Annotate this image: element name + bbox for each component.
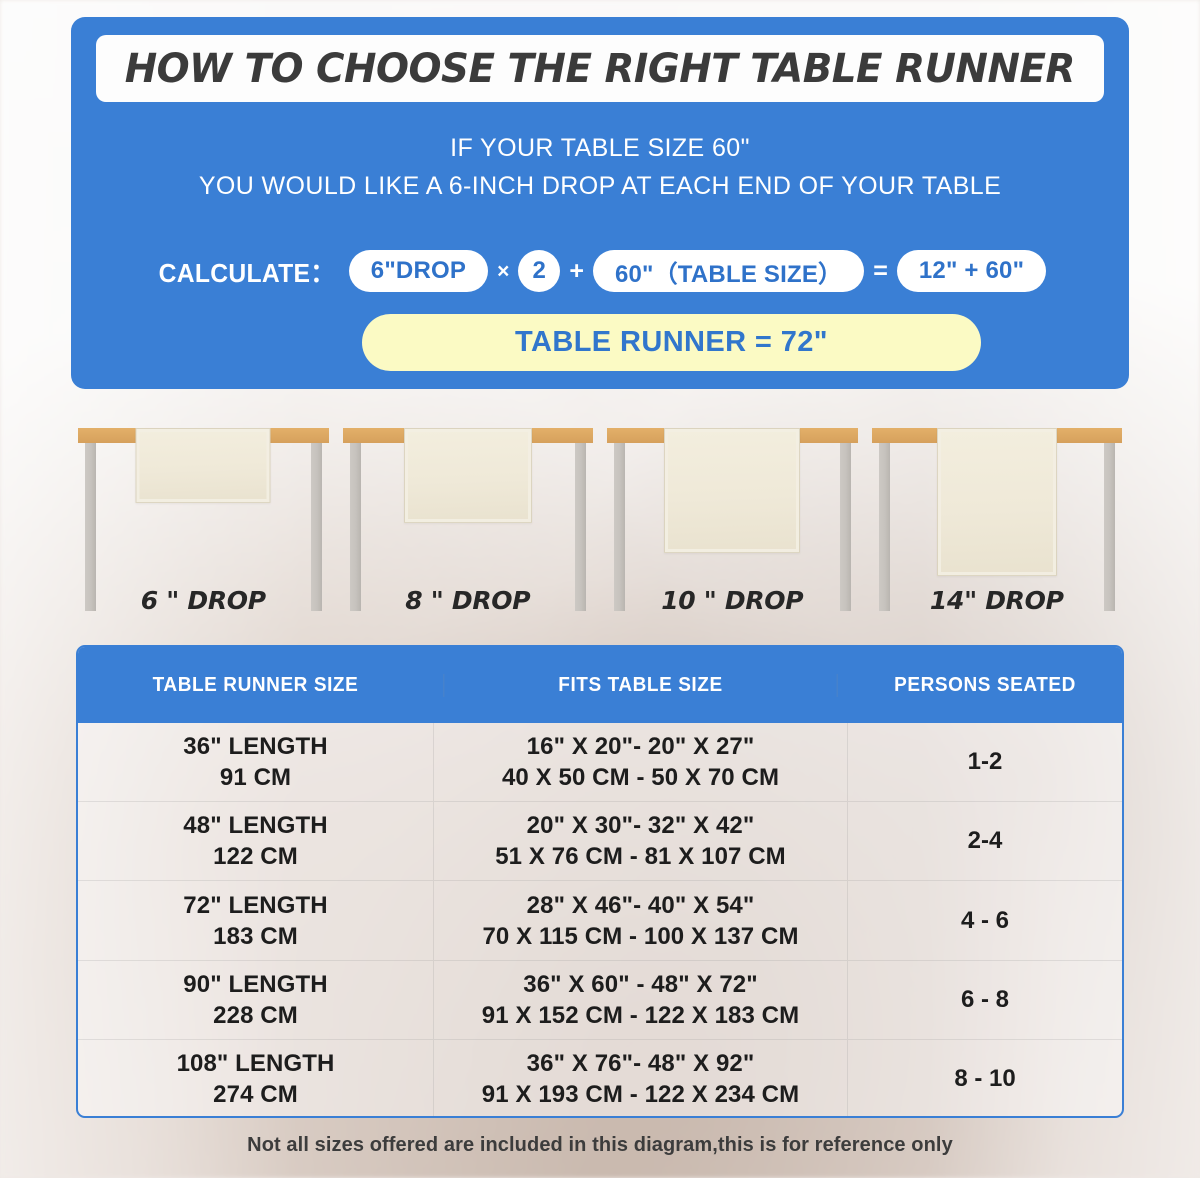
subtitle-line-1: IF YOUR TABLE SIZE 60" [450, 134, 750, 162]
drop-value-pill: 6"DROP [348, 250, 489, 292]
plus-operator: + [569, 256, 584, 285]
cell-persons-seated: 2-4 [848, 827, 1122, 855]
equals-operator: = [873, 256, 888, 285]
cell-runner-size: 108" LENGTH 274 CM [78, 1048, 433, 1110]
persons-seated-value: 1-2 [967, 748, 1003, 776]
drop-label: 14" DROP [929, 586, 1064, 615]
result-pill: TABLE RUNNER = 72" [362, 314, 981, 371]
table-row: 108" LENGTH 274 CM 36" X 76"- 48" X 92" 91 … [78, 1038, 1122, 1116]
fits-size-inches: 28" X 46"- 40" X 54" [526, 891, 755, 919]
persons-seated-value: 4 - 6 [960, 906, 1010, 934]
table-leg-right [310, 443, 322, 611]
table-size-pill: 60"（TABLE SIZE） [592, 250, 865, 292]
fits-size-cm: 40 X 50 CM - 50 X 70 CM [501, 764, 780, 792]
cell-runner-size: 90" LENGTH 228 CM [78, 969, 433, 1031]
cell-fits-table-size: 16" X 20"- 20" X 27" 40 X 50 CM - 50 X 70… [433, 723, 848, 802]
table-leg-left [349, 443, 361, 611]
calculation-row: CALCULATE： 6"DROP × 2 + 60"（TABLE SIZE） … [71, 245, 1129, 297]
runner-size-inches: 90" LENGTH [183, 970, 328, 998]
table-body: 36" LENGTH 91 CM 16" X 20"- 20" X 27" 40 X … [78, 723, 1122, 1116]
table-row: 72" LENGTH 183 CM 28" X 46"- 40" X 54" 70 X… [78, 880, 1122, 960]
fits-size-inches: 20" X 30"- 32" X 42" [526, 812, 755, 840]
table-runner-cloth [664, 428, 801, 553]
column-header-persons-seated: PERSONS SEATED [894, 673, 1076, 696]
fits-size-cm: 91 X 193 CM - 122 X 234 CM [481, 1080, 800, 1108]
table-leg-right [575, 443, 586, 611]
table-header-row: TABLE RUNNER SIZE FITS TABLE SIZE PERSON… [78, 647, 1122, 723]
column-header-fits-table-size: FITS TABLE SIZE [443, 673, 838, 697]
runner-size-cm: 122 CM [213, 843, 298, 871]
runner-size-inches: 72" LENGTH [183, 891, 328, 919]
fits-size-inches: 16" X 20"- 20" X 27" [526, 733, 755, 761]
subtitle-line-2: YOU WOULD LIKE A 6-INCH DROP AT EACH END… [198, 172, 1002, 200]
cell-persons-seated: 4 - 6 [848, 907, 1122, 935]
cell-runner-size: 72" LENGTH 183 CM [78, 890, 433, 952]
cell-fits-table-size: 36" X 76"- 48" X 92" 91 X 193 CM - 122 X … [433, 1039, 848, 1116]
drop-illustration: 8 " DROP [336, 418, 601, 623]
persons-seated-value: 2-4 [967, 827, 1003, 855]
fits-size-cm: 91 X 152 CM - 122 X 183 CM [481, 1001, 800, 1029]
cell-fits-table-size: 28" X 46"- 40" X 54" 70 X 115 CM - 100 X … [433, 881, 848, 960]
cell-fits-table-size: 20" X 30"- 32" X 42" 51 X 76 CM - 81 X 10… [433, 802, 848, 881]
column-header-runner-size: TABLE RUNNER SIZE [152, 673, 359, 696]
table-row: 36" LENGTH 91 CM 16" X 20"- 20" X 27" 40 X … [78, 723, 1122, 802]
drop-label: 6 " DROP [140, 586, 266, 615]
runner-size-inches: 36" LENGTH [183, 733, 328, 761]
multiplier-pill: 2 [518, 250, 561, 292]
calculate-label: CALCULATE： [158, 257, 336, 288]
footnote: Not all sizes offered are included in th… [247, 1134, 953, 1156]
table-row: 90" LENGTH 228 CM 36" X 60" - 48" X 72" 91 … [78, 959, 1122, 1039]
table-leg-left [614, 443, 625, 611]
cell-persons-seated: 6 - 8 [848, 986, 1122, 1014]
drop-illustrations: 6 " DROP 8 " DROP 10 " DROP 14" DROP [71, 418, 1129, 623]
cell-fits-table-size: 36" X 60" - 48" X 72" 91 X 152 CM - 122 X… [433, 960, 848, 1039]
size-chart-table: TABLE RUNNER SIZE FITS TABLE SIZE PERSON… [76, 645, 1124, 1118]
runner-size-inches: 108" LENGTH [176, 1049, 335, 1077]
table-leg-right [839, 443, 851, 611]
table-runner-cloth [135, 428, 271, 503]
table-runner-cloth [403, 428, 532, 523]
drop-label: 10 " DROP [661, 586, 804, 615]
table-leg-left [85, 443, 96, 611]
fits-size-cm: 70 X 115 CM - 100 X 137 CM [482, 922, 799, 950]
cell-persons-seated: 8 - 10 [848, 1065, 1122, 1093]
title-box: HOW TO CHOOSE THE RIGHT TABLE RUNNER [96, 35, 1104, 102]
page-title: HOW TO CHOOSE THE RIGHT TABLE RUNNER [124, 45, 1076, 92]
subtitle-block: IF YOUR TABLE SIZE 60" YOU WOULD LIKE A … [71, 129, 1129, 205]
multiply-operator: × [497, 259, 510, 283]
cell-persons-seated: 1-2 [848, 748, 1122, 776]
drop-illustration: 14" DROP [865, 418, 1130, 623]
fits-size-inches: 36" X 60" - 48" X 72" [523, 970, 758, 998]
table-leg-right [1104, 443, 1115, 611]
table-leg-left [878, 443, 890, 611]
cell-runner-size: 36" LENGTH 91 CM [78, 731, 433, 793]
sum-pill: 12" + 60" [896, 250, 1047, 292]
persons-seated-value: 8 - 10 [954, 1064, 1016, 1092]
table-runner-cloth [936, 428, 1057, 576]
table-row: 48" LENGTH 122 CM 20" X 30"- 32" X 42" 51 X… [78, 801, 1122, 881]
runner-size-inches: 48" LENGTH [183, 812, 328, 840]
header-panel: HOW TO CHOOSE THE RIGHT TABLE RUNNER IF … [71, 17, 1129, 389]
drop-illustration: 10 " DROP [600, 418, 865, 623]
fits-size-inches: 36" X 76"- 48" X 92" [526, 1049, 755, 1077]
runner-size-cm: 183 CM [213, 922, 298, 950]
runner-size-cm: 274 CM [213, 1080, 298, 1108]
runner-size-cm: 91 CM [219, 764, 292, 792]
fits-size-cm: 51 X 76 CM - 81 X 107 CM [495, 843, 786, 871]
drop-label: 8 " DROP [405, 586, 531, 615]
drop-illustration: 6 " DROP [71, 418, 336, 623]
persons-seated-value: 6 - 8 [960, 985, 1010, 1013]
runner-size-cm: 228 CM [213, 1001, 298, 1029]
cell-runner-size: 48" LENGTH 122 CM [78, 810, 433, 872]
